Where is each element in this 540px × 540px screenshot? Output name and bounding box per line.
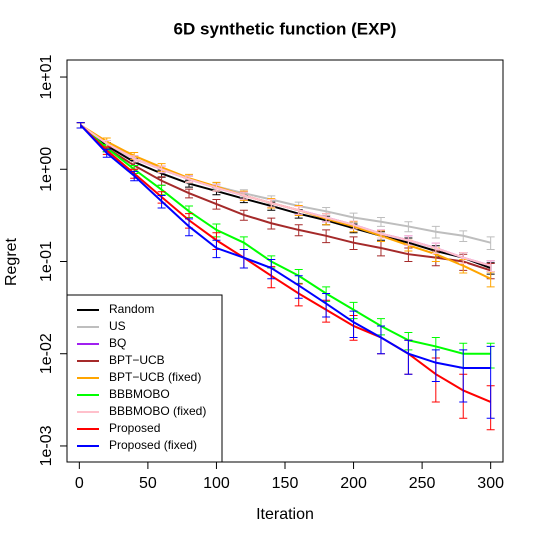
- error-bar: [294, 275, 303, 299]
- legend-label: BQ: [109, 336, 126, 350]
- legend-label: Proposed: [109, 421, 160, 435]
- y-tick-label: 1e+01: [38, 54, 55, 99]
- x-tick-label: 200: [340, 475, 367, 492]
- series-line: [80, 124, 492, 269]
- error-bar: [486, 271, 495, 288]
- error-bar: [431, 349, 440, 382]
- series-line: [80, 124, 491, 272]
- error-bar: [349, 310, 358, 338]
- y-tick-label: 1e-01: [38, 241, 55, 282]
- error-bar: [486, 345, 495, 419]
- y-tick-label: 1e+00: [38, 147, 55, 192]
- series-line: [80, 124, 491, 355]
- error-bar: [486, 236, 495, 250]
- y-tick-label: 1e-02: [38, 333, 55, 374]
- y-axis-label: Regret: [3, 237, 20, 286]
- series-line: [80, 124, 491, 267]
- series-line: [80, 124, 491, 267]
- error-bar: [376, 325, 385, 355]
- x-tick-label: 100: [203, 475, 230, 492]
- error-bar: [404, 339, 413, 375]
- x-tick-label: 300: [477, 475, 504, 492]
- legend-label: BBBMOBO (fixed): [109, 404, 206, 418]
- legend-label: BPT−UCB: [109, 353, 165, 367]
- series-line: [79, 124, 491, 370]
- x-tick-label: 50: [139, 475, 157, 492]
- error-bar: [459, 349, 468, 403]
- chart-title: 6D synthetic function (EXP): [174, 19, 397, 38]
- x-tick-label: 150: [272, 475, 299, 492]
- legend-label: BPT−UCB (fixed): [109, 370, 201, 384]
- x-axis-label: Iteration: [256, 506, 314, 523]
- legend-label: Random: [109, 302, 154, 316]
- x-tick-label: 250: [409, 475, 436, 492]
- error-bar: [322, 292, 331, 318]
- error-bar: [486, 260, 495, 272]
- x-tick-label: 0: [75, 475, 84, 492]
- series-line: [80, 124, 492, 403]
- legend-label: BBBMOBO: [109, 387, 170, 401]
- legend-label: US: [109, 319, 126, 333]
- legend-label: Proposed (fixed): [109, 438, 197, 452]
- y-tick-label: 1e-03: [38, 425, 55, 466]
